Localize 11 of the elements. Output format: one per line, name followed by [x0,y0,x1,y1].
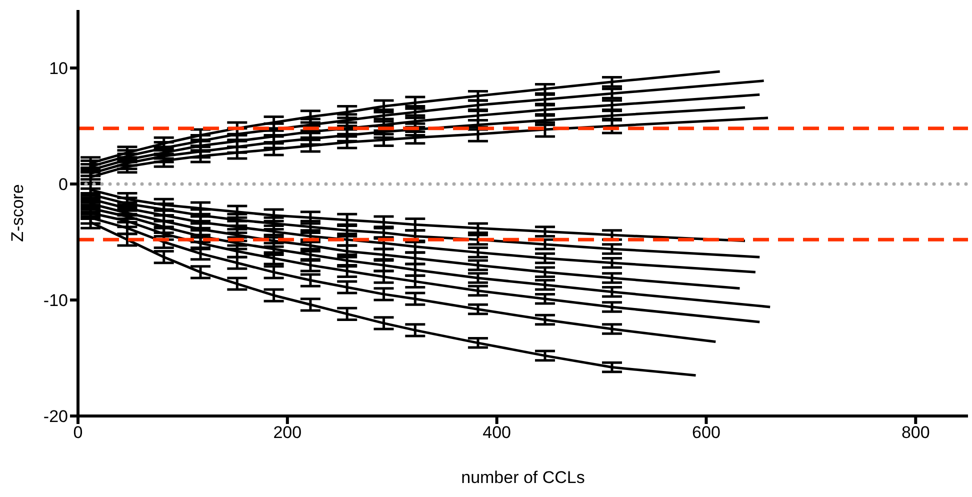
y-tick-label: -10 [43,291,68,310]
y-tick-label: -20 [43,407,68,426]
x-tick-label: 200 [273,423,302,442]
x-tick-label: 800 [901,423,930,442]
x-tick-label: 400 [482,423,512,442]
x-tick-label: 0 [73,423,83,442]
y-axis-title: Z-score [8,184,27,242]
y-tick-label: 10 [49,59,68,78]
x-axis-title: number of CCLs [461,468,585,487]
y-tick-label: 0 [58,175,68,194]
x-tick-label: 600 [692,423,720,442]
